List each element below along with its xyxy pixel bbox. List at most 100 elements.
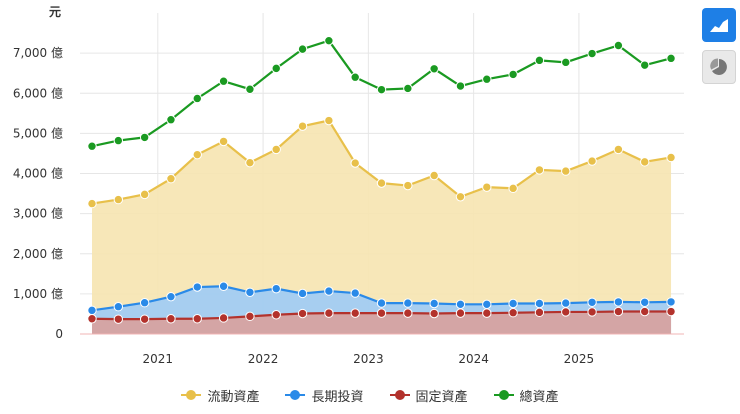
- data-point: [429, 64, 439, 74]
- data-point: [324, 308, 334, 318]
- data-point: [350, 158, 360, 168]
- data-point: [640, 60, 650, 70]
- x-tick-label: 2025: [564, 352, 595, 366]
- x-tick-label: 2024: [458, 352, 489, 366]
- data-point: [534, 298, 545, 309]
- data-point: [192, 149, 202, 160]
- legend-item[interactable]: 固定資產: [389, 386, 468, 405]
- data-point: [245, 84, 255, 94]
- y-tick-label: 4,000 億: [13, 167, 63, 181]
- y-tick-label: 0: [55, 327, 63, 341]
- x-tick-label: 2021: [143, 352, 174, 366]
- data-point: [376, 84, 387, 95]
- data-point: [87, 198, 97, 209]
- data-point: [640, 297, 650, 308]
- data-point: [534, 307, 545, 318]
- data-point: [376, 178, 387, 188]
- legend-item[interactable]: 總資產: [493, 386, 559, 405]
- chart: 0 1,000 億 2,000 億 3,000 億 4,000 億 5,000 億 6,00…: [13, 5, 684, 366]
- data-point: [166, 314, 176, 324]
- legend-item[interactable]: 流動資產: [181, 386, 259, 405]
- data-point: [587, 156, 597, 166]
- area-2: [92, 311, 672, 334]
- data-point: [482, 299, 492, 310]
- data-point: [166, 291, 176, 302]
- data-point: [297, 308, 308, 319]
- data-point: [561, 307, 571, 317]
- data-point: [139, 298, 150, 308]
- data-point: [429, 308, 439, 319]
- data-point: [271, 63, 281, 74]
- data-point: [455, 192, 466, 202]
- data-point: [429, 170, 439, 181]
- data-point: [534, 165, 545, 175]
- pie-chart-icon: [710, 58, 727, 75]
- data-point: [139, 132, 150, 143]
- data-point: [139, 314, 150, 324]
- data-point: [561, 298, 571, 308]
- data-point: [613, 297, 624, 307]
- legend-label: 流動資產: [207, 389, 260, 405]
- data-point: [482, 74, 492, 84]
- data-point: [429, 298, 439, 309]
- legend-swatch: [493, 389, 514, 401]
- x-tick-label: 2022: [248, 352, 279, 366]
- data-point: [324, 115, 334, 126]
- data-point: [455, 308, 466, 318]
- y-tick-label: 2,000 億: [13, 247, 63, 261]
- data-point: [613, 144, 624, 155]
- y-tick-label: 7,000 億: [13, 46, 63, 60]
- data-point: [403, 298, 413, 308]
- data-point: [192, 282, 202, 292]
- data-point: [87, 305, 97, 316]
- data-point: [113, 302, 124, 312]
- legend-swatch: [285, 389, 306, 401]
- pie-chart-button[interactable]: [702, 50, 736, 84]
- data-point: [218, 281, 229, 291]
- data-point: [666, 152, 676, 163]
- legend-label: 固定資產: [415, 389, 468, 405]
- data-point: [245, 287, 255, 297]
- data-point: [271, 310, 281, 320]
- y-unit-label: 元: [49, 5, 61, 19]
- data-point: [455, 81, 466, 91]
- y-tick-label: 1,000 億: [13, 287, 63, 301]
- data-point: [297, 121, 308, 131]
- data-point: [350, 308, 360, 318]
- area-chart-button[interactable]: [702, 8, 736, 42]
- data-point: [508, 69, 518, 80]
- data-point: [166, 115, 176, 125]
- data-point: [613, 40, 624, 51]
- data-point: [113, 135, 124, 146]
- data-point: [561, 166, 571, 176]
- data-point: [482, 308, 492, 318]
- data-point: [561, 57, 571, 68]
- legend-label: 總資產: [519, 389, 559, 405]
- data-point: [324, 35, 334, 46]
- data-point: [350, 288, 360, 298]
- data-point: [87, 314, 97, 324]
- data-point: [455, 299, 466, 310]
- y-tick-label: 6,000 億: [13, 86, 63, 100]
- data-point: [218, 136, 229, 147]
- data-point: [113, 314, 124, 324]
- data-point: [534, 55, 545, 66]
- legend-label: 長期投資: [311, 389, 364, 405]
- y-tick-label: 3,000 億: [13, 207, 63, 221]
- data-point: [271, 144, 281, 155]
- legend: 流動資產 長期投資 固定資產 總資產: [0, 384, 740, 406]
- legend-swatch: [181, 389, 202, 401]
- data-point: [640, 157, 650, 167]
- data-point: [508, 308, 518, 318]
- data-point: [139, 189, 150, 200]
- data-point: [376, 308, 387, 318]
- data-point: [350, 72, 360, 82]
- data-point: [482, 182, 492, 192]
- data-point: [666, 53, 676, 64]
- data-point: [587, 48, 597, 59]
- legend-item[interactable]: 長期投資: [285, 386, 364, 405]
- data-point: [192, 314, 202, 324]
- data-point: [613, 306, 624, 317]
- area-0: [92, 120, 672, 334]
- data-point: [192, 93, 202, 104]
